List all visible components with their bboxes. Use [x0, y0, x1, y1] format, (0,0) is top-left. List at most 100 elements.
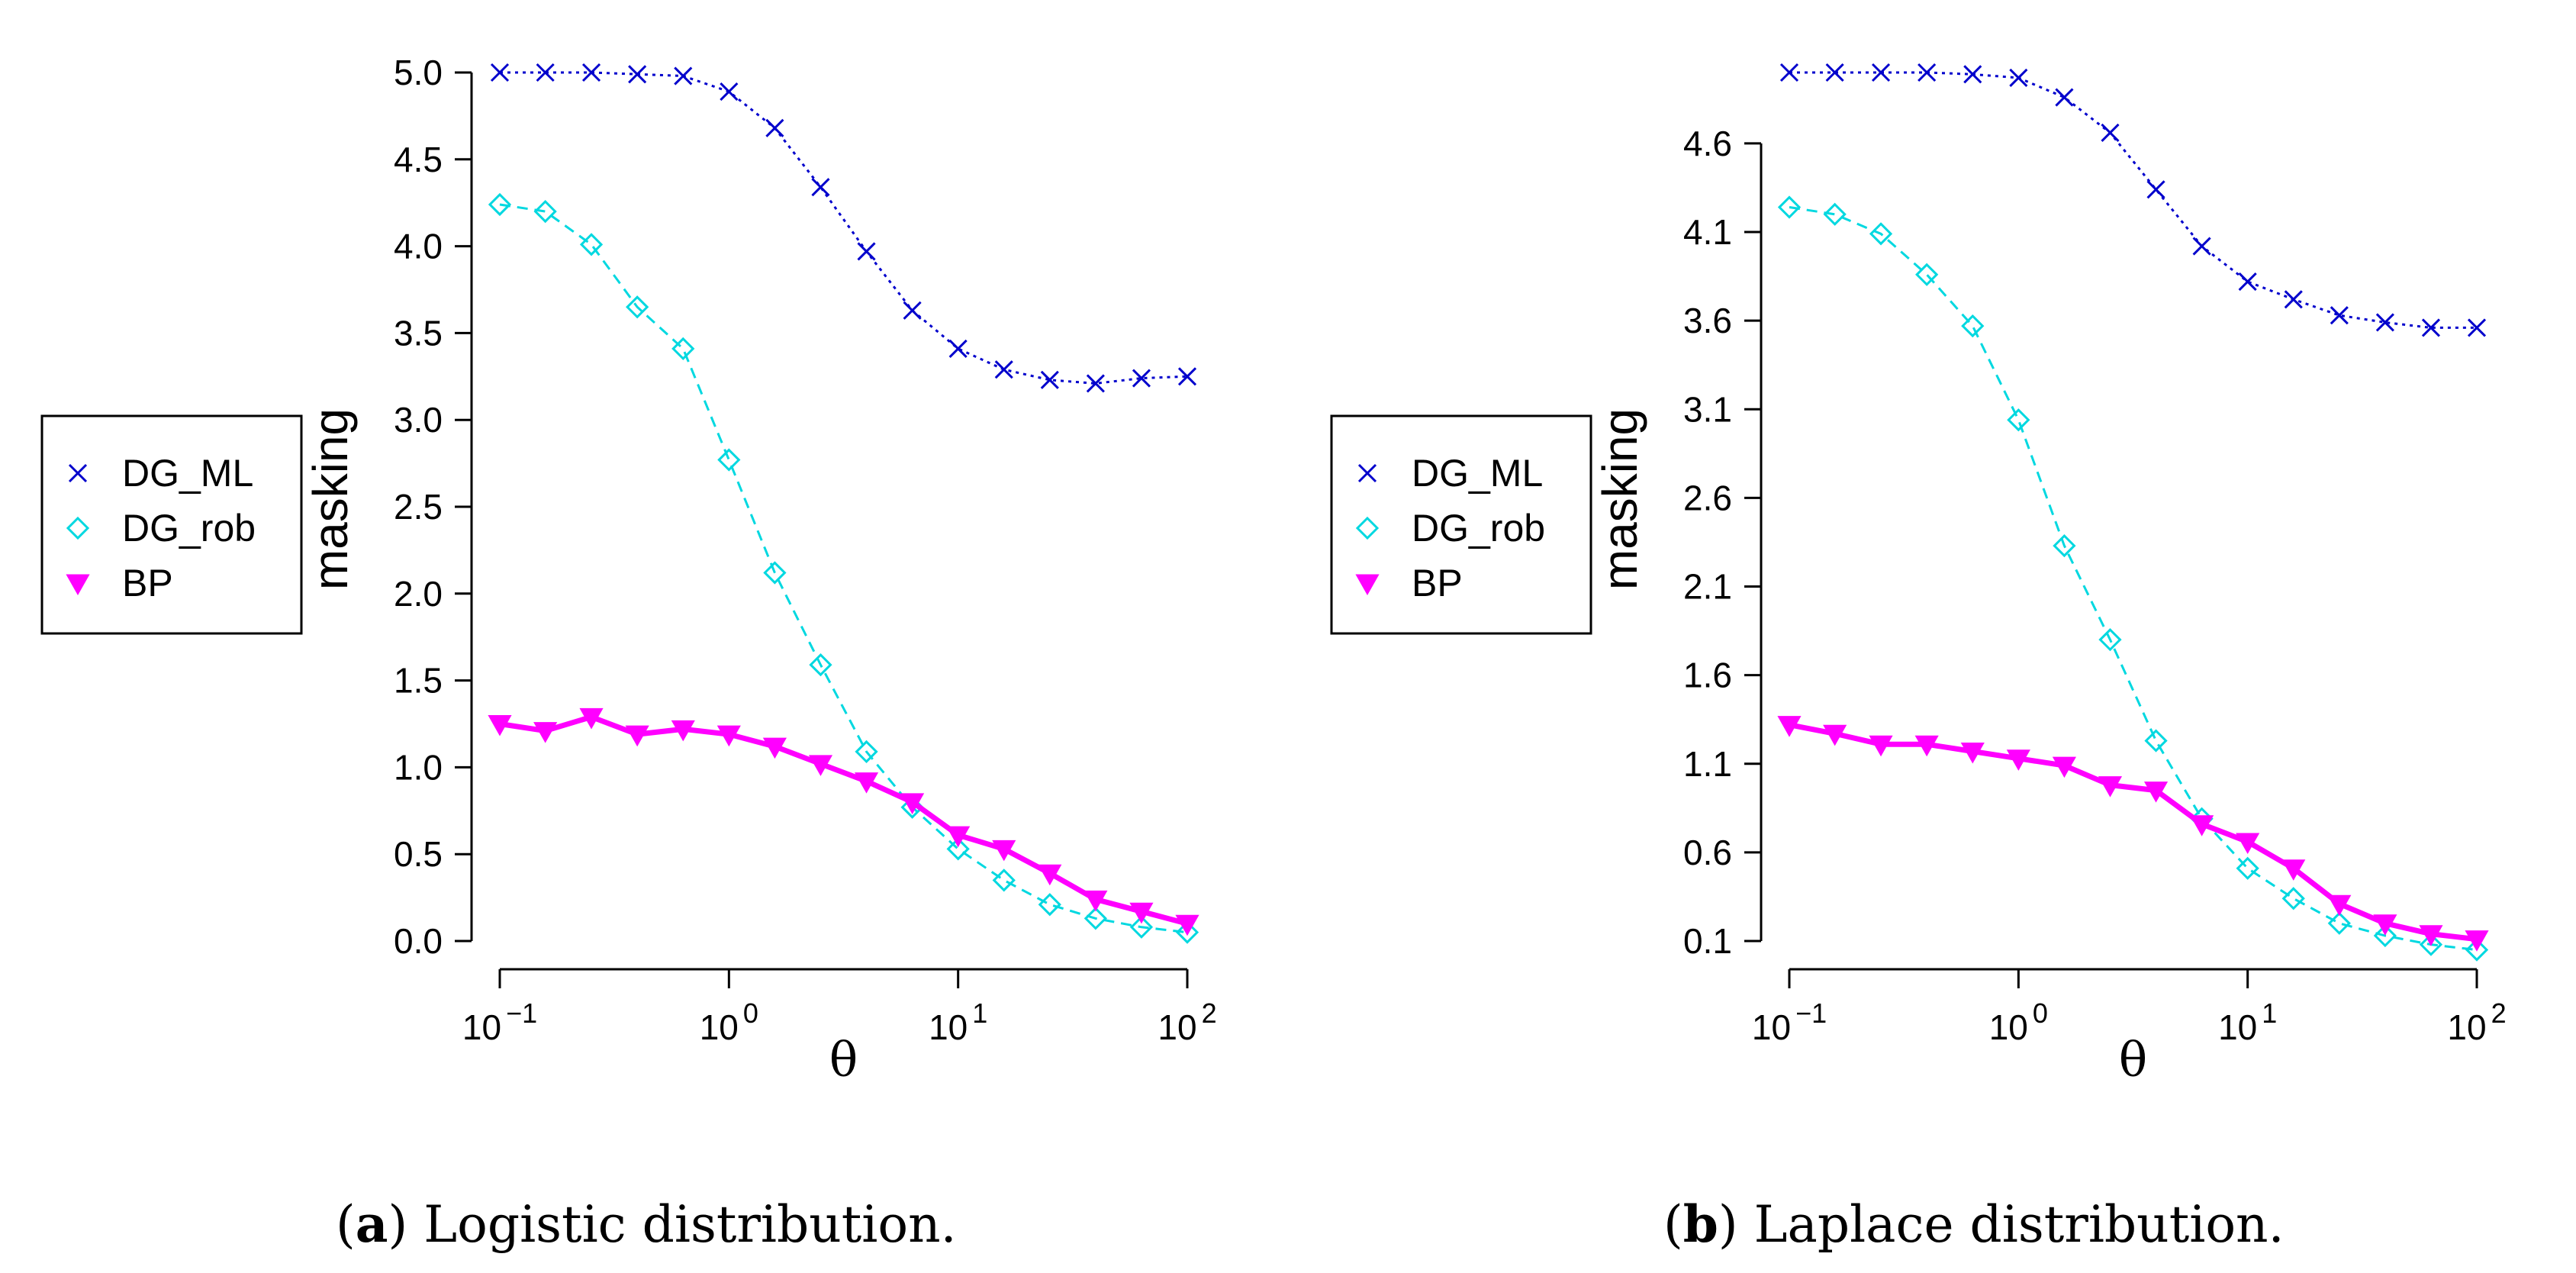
data-point-DG_ML	[1779, 63, 1799, 82]
legend-label: DG_rob	[122, 507, 256, 549]
x-tick-label: 10 1	[2218, 997, 2277, 1047]
data-point-DG_ML	[2330, 306, 2349, 325]
data-point-BP	[533, 722, 558, 743]
data-point-DG_ML	[2238, 272, 2257, 292]
y-tick-label: 0.0	[394, 921, 443, 961]
data-point-DG_rob	[1869, 222, 1893, 246]
data-point-BP	[1960, 742, 1985, 764]
x-axis-label: θ	[2119, 1032, 2147, 1088]
data-point-DG_ML	[2192, 237, 2211, 256]
data-point-BP	[2236, 833, 2260, 854]
data-point-BP	[1175, 914, 1199, 936]
series-line-DG_rob	[1789, 206, 2478, 952]
x-tick-label-base: 10	[1752, 1007, 1791, 1047]
data-point-DG_rob	[1038, 893, 1061, 917]
x-tick-label-base: 10	[1158, 1007, 1196, 1047]
series-line-DG_ML	[1789, 71, 2477, 329]
data-point-BP	[716, 725, 741, 747]
data-point-BP	[762, 737, 787, 759]
x-tick-label: 10 2	[1158, 997, 1216, 1047]
data-point-BP	[2373, 914, 2397, 936]
data-point-DG_ML	[857, 242, 876, 261]
x-tick-label-exponent: 2	[1202, 997, 1217, 1029]
data-point-DG_ML	[720, 82, 739, 102]
data-point-DG_ML	[536, 63, 555, 82]
x-tick-label-base: 10	[2218, 1007, 2257, 1047]
data-point-DG_rob	[2419, 933, 2443, 956]
data-point-DG_ML	[948, 339, 968, 358]
y-tick-label: 4.0	[394, 227, 443, 266]
series-line-BP	[1789, 722, 2478, 943]
y-tick-label: 4.5	[394, 140, 443, 179]
caption-a-text: Logistic distribution.	[423, 1195, 957, 1254]
y-tick-label: 2.1	[1683, 567, 1732, 607]
y-tick-label: 2.6	[1683, 478, 1732, 517]
caption-b-text: Laplace distribution.	[1753, 1195, 2285, 1254]
data-point-DG_ML	[1825, 63, 1844, 82]
y-tick-label: 1.0	[394, 747, 443, 787]
data-point-DG_rob	[2373, 923, 2397, 948]
y-tick-label: 3.5	[394, 313, 443, 353]
data-point-BP	[2098, 776, 2123, 798]
data-point-DG_ML	[994, 360, 1013, 379]
data-point-DG_rob	[1129, 915, 1154, 939]
data-point-DG_rob	[717, 448, 741, 472]
data-point-DG_rob	[992, 869, 1016, 892]
data-point-BP	[946, 826, 971, 848]
data-point-BP	[992, 840, 1016, 862]
x-tick-label: 10 −1	[462, 997, 537, 1047]
data-point-DG_rob	[1175, 920, 1199, 944]
legend-marker-BP	[1355, 574, 1380, 596]
data-point-DG_ML	[1132, 369, 1151, 388]
data-point-DG_rob	[763, 561, 787, 585]
data-point-DG_rob	[946, 837, 970, 861]
data-point-BP	[854, 772, 879, 794]
data-point-DG_ML	[1177, 367, 1197, 386]
y-tick-label: 0.5	[394, 834, 443, 874]
data-point-DG_ML	[2055, 88, 2074, 107]
y-tick-label: 3.0	[394, 400, 443, 440]
x-tick-label-exponent: −1	[506, 997, 537, 1029]
legend-label: DG_ML	[122, 452, 253, 495]
data-point-BP	[1777, 716, 1802, 737]
data-point-DG_ML	[1963, 65, 1982, 84]
data-point-BP	[671, 720, 695, 742]
y-tick-label: 4.1	[1683, 212, 1732, 252]
y-tick-label: 2.5	[394, 487, 443, 527]
data-point-BP	[488, 715, 512, 736]
x-tick-label-exponent: 1	[2262, 997, 2277, 1029]
data-point-DG_ML	[2467, 318, 2487, 337]
data-point-DG_ML	[903, 301, 922, 320]
data-point-DG_rob	[2007, 408, 2030, 432]
data-point-DG_rob	[2281, 887, 2305, 910]
y-tick-label: 1.6	[1683, 656, 1732, 695]
data-point-DG_ML	[2146, 180, 2165, 199]
legend-marker-DG_ML	[1357, 463, 1377, 483]
data-point-DG_rob	[1084, 907, 1107, 930]
y-tick-label: 1.1	[1683, 744, 1732, 784]
caption-a-letter: a	[355, 1194, 388, 1254]
series-DG_rob	[488, 192, 1199, 944]
legend-label: BP	[122, 562, 173, 604]
caption-b-letter: b	[1682, 1194, 1718, 1254]
data-point-DG_rob	[1777, 195, 1802, 219]
data-point-BP	[808, 755, 833, 776]
data-point-BP	[2190, 815, 2214, 836]
series-BP	[488, 707, 1199, 936]
y-tick-label: 3.1	[1683, 389, 1732, 429]
data-point-DG_ML	[1086, 374, 1105, 393]
x-tick-label-exponent: 1	[972, 997, 987, 1029]
chart-panel-b: 0.10.61.11.62.12.63.13.64.14.6masking10−…	[1330, 63, 2507, 1088]
data-point-DG_rob	[855, 740, 878, 764]
data-point-DG_rob	[1915, 263, 1939, 286]
legend: DG_ML DG_rob BP	[1330, 414, 1592, 635]
data-point-DG_rob	[2236, 856, 2259, 880]
data-point-DG_rob	[809, 653, 832, 677]
x-tick-label: 10 0	[1989, 997, 2048, 1047]
data-point-BP	[2281, 859, 2306, 881]
y-tick-label: 0.1	[1683, 921, 1732, 961]
caption-a: (a) Logistic distribution.	[336, 1194, 957, 1254]
data-point-BP	[1914, 735, 1939, 757]
data-point-DG_rob	[626, 295, 649, 319]
